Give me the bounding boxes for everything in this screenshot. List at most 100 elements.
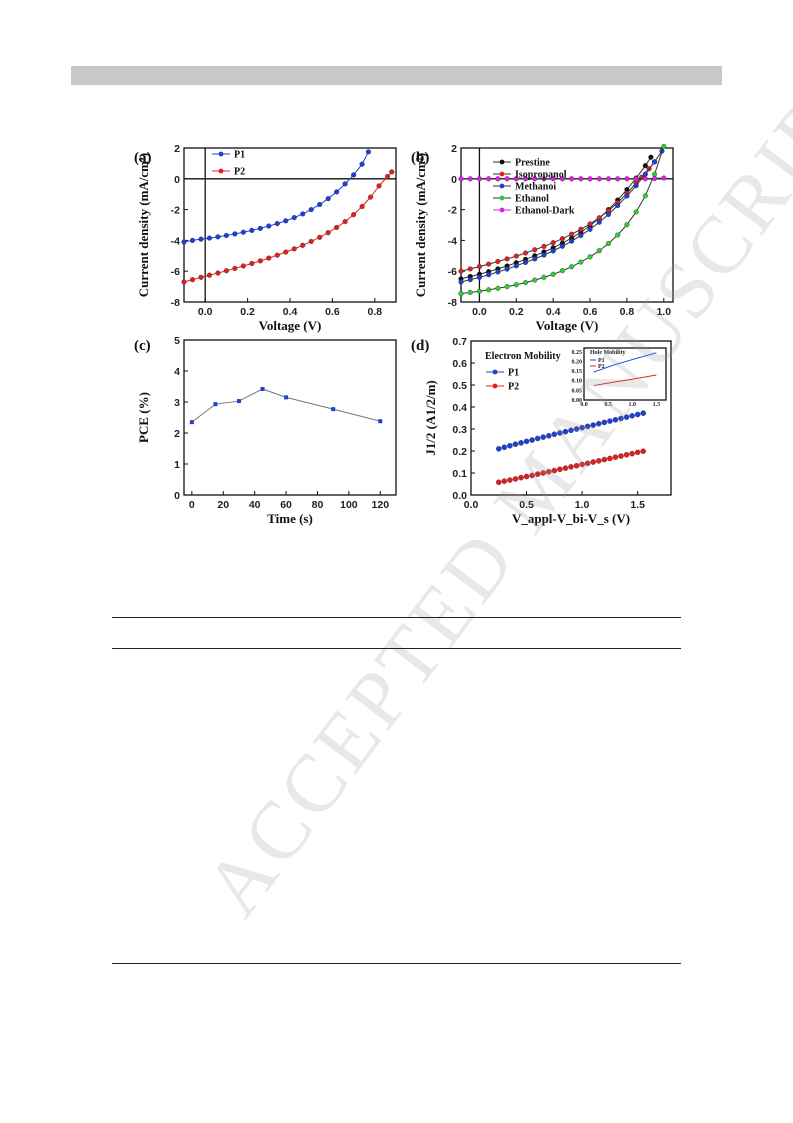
data-point [587, 254, 593, 260]
y-tick-label: -8 [171, 297, 180, 309]
data-point [523, 473, 530, 480]
data-point [633, 176, 639, 182]
data-point [596, 176, 602, 182]
data-point [342, 181, 348, 187]
data-point [607, 455, 613, 462]
data-point [181, 279, 187, 285]
data-point [587, 221, 593, 227]
x-axis-label: Voltage (V) [259, 318, 322, 333]
inset-y-tick-label: 0.15 [572, 369, 583, 375]
x-tick-label: 0.6 [583, 306, 598, 318]
y-tick-label: 2 [174, 428, 180, 440]
data-point [378, 419, 383, 424]
y-tick-label: 0.6 [452, 358, 467, 370]
y-tick-label: 0.0 [452, 490, 467, 502]
data-point [476, 288, 482, 294]
y-tick-label: 4 [174, 366, 180, 378]
data-point [458, 268, 464, 274]
y-tick-label: 0.4 [452, 402, 467, 414]
data-point [578, 226, 584, 232]
data-point [504, 284, 510, 290]
data-point [605, 211, 612, 217]
series-line [460, 156, 652, 280]
x-tick-label: 0.5 [519, 499, 534, 511]
inset-series-line [593, 374, 657, 387]
data-point [325, 230, 331, 236]
data-point [605, 176, 612, 182]
data-point [550, 271, 556, 277]
y-tick-label: -6 [171, 266, 180, 278]
data-point [587, 176, 593, 182]
legend-marker [499, 207, 505, 213]
data-point [501, 478, 508, 484]
data-point [504, 256, 510, 262]
data-point [661, 143, 667, 150]
data-point [232, 265, 238, 271]
data-point [283, 218, 289, 224]
data-point [495, 176, 501, 182]
data-point [266, 223, 272, 229]
panel-label: (c) [134, 338, 151, 354]
data-point [368, 194, 374, 200]
data-point [486, 176, 492, 182]
data-point [550, 240, 556, 246]
data-point [559, 176, 565, 182]
data-point [206, 272, 212, 278]
data-point [569, 231, 575, 237]
data-point [634, 411, 641, 418]
data-point [232, 231, 238, 237]
data-point [522, 176, 529, 182]
y-tick-label: 0.3 [452, 424, 467, 436]
x-tick-label: 0.6 [325, 306, 340, 318]
y-tick-label: 0.1 [452, 468, 467, 480]
x-tick-label: 0.2 [509, 306, 524, 318]
data-point [486, 261, 492, 267]
data-point [504, 266, 510, 272]
data-point [376, 183, 382, 189]
data-point [652, 171, 658, 177]
inset-legend-label: P1 [598, 358, 605, 364]
data-point [652, 159, 658, 165]
legend-marker [218, 168, 224, 174]
legend-label: Prestine [515, 158, 550, 169]
legend-marker [499, 159, 505, 165]
data-point [274, 252, 280, 258]
data-point [615, 203, 621, 209]
data-point [596, 219, 602, 225]
panel-label: (a) [134, 150, 152, 166]
data-point [496, 479, 502, 485]
data-point [504, 176, 510, 182]
data-point [476, 274, 482, 280]
data-point [300, 211, 306, 217]
y-tick-label: -6 [448, 266, 457, 278]
data-point [467, 277, 473, 283]
y-axis-label: Current density (mA/cm²) [413, 153, 428, 297]
data-point [596, 458, 602, 464]
data-point [223, 268, 229, 274]
y-tick-label: 2 [451, 143, 457, 155]
data-point [317, 234, 323, 240]
data-point [351, 172, 357, 178]
data-point [198, 236, 204, 242]
x-tick-label: 120 [372, 499, 390, 511]
data-point [213, 402, 218, 407]
data-point [541, 176, 547, 182]
data-point [546, 433, 552, 439]
y-tick-label: -4 [171, 235, 180, 247]
data-point [579, 461, 585, 468]
legend-label: P2 [234, 167, 245, 178]
x-axis-label: Time (s) [267, 511, 313, 526]
panel-label: (d) [411, 338, 429, 354]
data-point [579, 424, 585, 431]
data-point [578, 176, 584, 182]
data-point [291, 215, 297, 221]
data-point [476, 264, 482, 270]
data-point [458, 176, 464, 182]
data-point [501, 444, 508, 451]
data-point [550, 248, 556, 254]
data-point [476, 176, 482, 182]
x-tick-label: 0.4 [546, 306, 561, 318]
data-point [215, 270, 221, 276]
data-point [522, 259, 529, 265]
data-point [633, 183, 639, 189]
